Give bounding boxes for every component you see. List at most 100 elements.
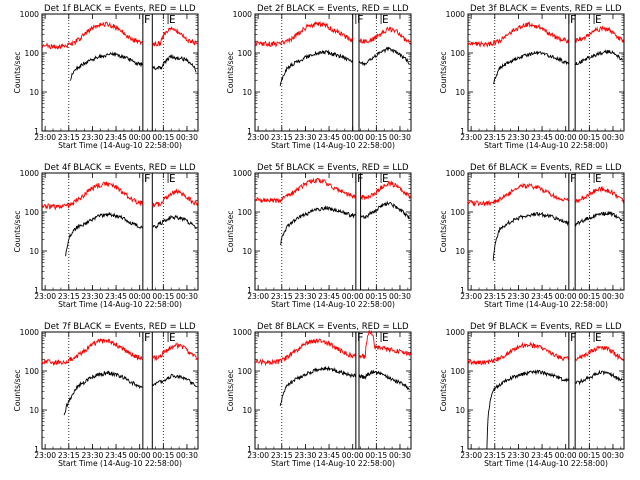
y-axis-label: Counts/sec [13, 370, 22, 412]
x-tick-label: 23:45 [531, 451, 553, 460]
flag-label-f: F [570, 13, 577, 26]
flag-label-f: F [144, 331, 151, 344]
x-tick-label: 00:00 [342, 133, 364, 142]
y-tick-label: 10 [29, 247, 39, 256]
x-tick-label: 00:30 [389, 133, 411, 142]
flag-label-f: F [357, 331, 364, 344]
x-tick-label: 23:45 [318, 292, 340, 301]
x-tick-label: 23:15 [271, 292, 293, 301]
events-series-line [69, 51, 197, 81]
y-axis-label: Counts/sec [439, 211, 448, 253]
y-axis-label: Counts/sec [439, 52, 448, 94]
x-tick-label: 23:30 [507, 133, 529, 142]
flag-label-f: F [144, 172, 151, 185]
plot-frame [41, 331, 199, 450]
x-tick-label: 00:30 [602, 292, 624, 301]
flag-label-e: E [169, 172, 176, 185]
flag-label-e: E [169, 331, 176, 344]
lld-series-line [41, 21, 198, 50]
lld-series-line [467, 341, 624, 366]
x-tick-label: 00:30 [389, 451, 411, 460]
flag-label-f: F [570, 331, 577, 344]
x-axis-label: Start Time (14-Aug-10 22:58:00) [484, 141, 608, 150]
subplot-title: Det 2f BLACK = Events, RED = LLD [257, 4, 409, 14]
x-axis-label: Start Time (14-Aug-10 22:58:00) [58, 459, 182, 468]
plot-frame [467, 331, 625, 450]
y-axis-label: Counts/sec [439, 370, 448, 412]
x-axis-label: Start Time (14-Aug-10 22:58:00) [271, 300, 395, 309]
events-series-line [63, 370, 197, 416]
x-tick-label: 00:30 [602, 133, 624, 142]
x-tick-label: 23:00 [460, 292, 482, 301]
x-tick-label: 23:45 [318, 451, 340, 460]
y-axis-label: Counts/sec [226, 370, 235, 412]
x-tick-label: 00:30 [176, 451, 198, 460]
plot-frame [41, 172, 199, 291]
y-tick-label: 1 [247, 286, 252, 295]
x-tick-label: 00:15 [365, 133, 387, 142]
x-tick-label: 00:00 [555, 133, 577, 142]
subplot-title: Det 6f BLACK = Events, RED = LLD [470, 163, 622, 173]
plot-frame [254, 13, 412, 132]
x-tick-label: 23:00 [34, 133, 56, 142]
x-tick-label: 23:15 [484, 292, 506, 301]
y-tick-label: 10 [29, 406, 39, 415]
x-tick-label: 23:45 [531, 292, 553, 301]
x-tick-label: 00:00 [129, 292, 151, 301]
flag-label-f: F [570, 172, 577, 185]
flag-label-f: F [357, 13, 364, 26]
y-tick-label: 1000 [233, 10, 252, 19]
y-tick-label: 100 [238, 49, 253, 58]
x-tick-label: 23:30 [81, 133, 103, 142]
subplot-title: Det 1f BLACK = Events, RED = LLD [44, 4, 196, 14]
x-tick-label: 00:00 [555, 292, 577, 301]
x-tick-label: 23:30 [81, 292, 103, 301]
x-tick-label: 23:45 [105, 292, 127, 301]
x-tick-label: 23:15 [58, 451, 80, 460]
events-series-line [279, 200, 410, 246]
x-tick-label: 00:15 [365, 292, 387, 301]
y-tick-label: 1000 [20, 169, 39, 178]
y-tick-label: 1 [247, 445, 252, 454]
y-tick-label: 1000 [20, 10, 39, 19]
x-tick-label: 23:30 [294, 133, 316, 142]
plot-frame [41, 13, 199, 132]
y-tick-label: 10 [242, 247, 252, 256]
y-tick-label: 10 [455, 406, 465, 415]
x-tick-label: 23:30 [294, 451, 316, 460]
x-tick-label: 00:30 [602, 451, 624, 460]
x-axis-label: Start Time (14-Aug-10 22:58:00) [271, 459, 395, 468]
x-axis-label: Start Time (14-Aug-10 22:58:00) [58, 141, 182, 150]
y-tick-label: 1 [34, 445, 39, 454]
events-series-line [493, 49, 623, 85]
x-tick-label: 00:30 [389, 292, 411, 301]
x-tick-label: 23:15 [271, 451, 293, 460]
y-tick-label: 1000 [446, 328, 465, 337]
x-tick-label: 23:30 [294, 292, 316, 301]
x-tick-label: 00:00 [342, 292, 364, 301]
x-tick-label: 23:30 [507, 292, 529, 301]
flag-label-e: E [382, 13, 389, 26]
flag-label-e: E [595, 172, 602, 185]
x-axis-label: Start Time (14-Aug-10 22:58:00) [58, 300, 182, 309]
plot-frame [467, 13, 625, 132]
y-tick-label: 100 [25, 367, 40, 376]
x-tick-label: 00:00 [129, 133, 151, 142]
x-tick-label: 00:30 [176, 292, 198, 301]
x-tick-label: 23:45 [105, 133, 127, 142]
y-axis-label: Counts/sec [13, 211, 22, 253]
y-tick-label: 1 [34, 286, 39, 295]
flag-label-e: E [169, 13, 176, 26]
y-tick-label: 100 [451, 208, 466, 217]
y-tick-label: 1000 [446, 169, 465, 178]
y-tick-label: 100 [238, 208, 253, 217]
subplot-title: Det 7f BLACK = Events, RED = LLD [44, 322, 196, 332]
lld-series-line [41, 337, 198, 367]
y-axis-label: Counts/sec [226, 52, 235, 94]
